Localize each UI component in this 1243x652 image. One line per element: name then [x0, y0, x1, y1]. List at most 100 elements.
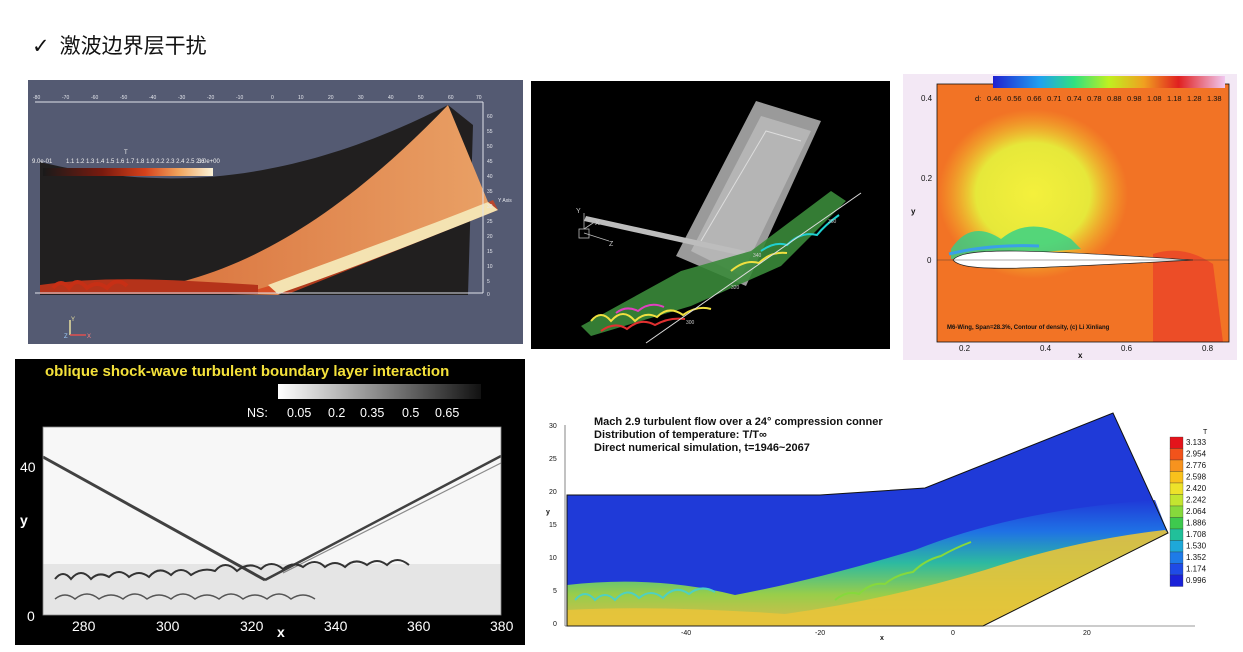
- top-tick: -60: [91, 95, 98, 101]
- x-tick: 320: [240, 618, 264, 634]
- temperature-colorbar: [43, 168, 213, 176]
- x-tick: 20: [1083, 630, 1091, 637]
- legend-value: 2.776: [1186, 461, 1207, 470]
- slide-title: ✓ 激波边界层干扰: [32, 30, 207, 60]
- axis-tick: 340: [753, 253, 762, 259]
- legend-swatch: [1169, 494, 1184, 507]
- ns-colorbar: [278, 384, 481, 399]
- top-tick: 50: [418, 95, 424, 101]
- legend-prefix: d:: [975, 94, 981, 103]
- x-tick: 0.6: [1121, 344, 1133, 353]
- svg-text:Z: Z: [64, 334, 68, 340]
- legend-value: 2.242: [1186, 496, 1207, 505]
- y-tick: 25: [549, 456, 557, 463]
- legend-value: 1.174: [1186, 565, 1207, 574]
- y-tick: 20: [487, 234, 493, 240]
- y-tick: 0: [927, 256, 932, 265]
- svg-text:Y: Y: [71, 317, 75, 323]
- x-tick: 280: [72, 618, 96, 634]
- density-colorbar: [993, 76, 1225, 88]
- y-tick: 40: [487, 174, 493, 180]
- y-tick: 30: [549, 423, 557, 430]
- y-tick: 40: [20, 459, 36, 475]
- top-tick: -80: [33, 95, 40, 101]
- legend-value: 0.2: [328, 406, 345, 420]
- slide-title-text: 激波边界层干扰: [59, 34, 207, 58]
- panel-schlieren-interaction: oblique shock-wave turbulent boundary la…: [15, 359, 525, 645]
- legend-min: 9.0e-01: [32, 159, 53, 165]
- legend-value: 0.98: [1127, 94, 1142, 103]
- legend-value: 0.46: [987, 94, 1002, 103]
- legend-value: 3.133: [1186, 438, 1207, 447]
- y-tick: 45: [487, 159, 493, 165]
- legend-swatch: [1169, 482, 1184, 495]
- checkmark-icon: ✓: [32, 34, 50, 58]
- panel-m6-wing-density: d: 0.46 0.56 0.66 0.71 0.74 0.78 0.88 0.…: [903, 74, 1237, 360]
- legend-swatch: [1169, 505, 1184, 518]
- legend-swatch: [1169, 517, 1184, 530]
- x-tick: 380: [490, 618, 514, 634]
- legend-swatch: [1169, 574, 1184, 587]
- legend-value: 0.5: [402, 406, 419, 420]
- top-tick: -50: [120, 95, 127, 101]
- x-tick: -20: [815, 630, 825, 637]
- y-tick: 20: [549, 489, 557, 496]
- axes-triad-icon: Y Z X: [64, 317, 91, 340]
- y-axis-label: Y Axis: [498, 198, 512, 204]
- x-tick: -40: [681, 630, 691, 637]
- x-axis-label: x: [1078, 351, 1083, 360]
- y-tick: 15: [487, 249, 493, 255]
- x-tick: 300: [156, 618, 180, 634]
- panel-compression-corner-temperature: 30 25 20 15 10 5 0 -40 -20 0 20 x y Mach…: [535, 400, 1215, 645]
- y-tick: 0: [27, 608, 35, 624]
- y-tick: 35: [487, 189, 493, 195]
- reflected-shock-line: [264, 454, 502, 582]
- legend-value: 0.66: [1027, 94, 1042, 103]
- legend-value: 0.56: [1007, 94, 1022, 103]
- annotation-line-3: Direct numerical simulation, t=1946~2067: [594, 442, 810, 454]
- legend-swatch: [1169, 540, 1184, 553]
- figure-caption: M6-Wing, Span=28.3%, Contour of density,…: [947, 325, 1110, 331]
- legend-value: 0.05: [287, 406, 311, 420]
- x-tick: 360: [407, 618, 431, 634]
- legend-value: 2.420: [1186, 484, 1207, 493]
- x-tick: 0.4: [1040, 344, 1052, 353]
- top-tick: 10: [298, 95, 304, 101]
- svg-text:Z: Z: [609, 241, 614, 248]
- y-axis-label: y: [20, 512, 28, 528]
- legend-value: 1.352: [1186, 553, 1207, 562]
- legend-value: 1.38: [1207, 94, 1222, 103]
- y-axis-label: y: [546, 509, 550, 516]
- x-axis-label: x: [880, 635, 884, 642]
- x-tick: 0: [951, 630, 955, 637]
- x-tick: 0.2: [959, 344, 971, 353]
- incident-shock: [584, 216, 746, 256]
- legend-max: 3.0e+00: [198, 159, 221, 165]
- legend-swatch: [1169, 471, 1184, 484]
- svg-text:X: X: [87, 334, 91, 340]
- legend-swatch: [1169, 563, 1184, 576]
- legend-value: 0.88: [1107, 94, 1122, 103]
- legend-value: 0.71: [1047, 94, 1062, 103]
- y-tick: 60: [487, 114, 493, 120]
- svg-text:X: X: [595, 220, 600, 227]
- legend-value: 0.996: [1186, 576, 1207, 585]
- legend-value: 1.28: [1187, 94, 1202, 103]
- legend-value: 1.18: [1167, 94, 1182, 103]
- axes-triad-icon: Y X Z: [576, 208, 614, 248]
- y-tick: 0.2: [921, 174, 933, 183]
- legend-value: 2.064: [1186, 507, 1207, 516]
- top-tick: -30: [178, 95, 185, 101]
- legend-title: T: [1203, 429, 1208, 436]
- y-tick: 0.4: [921, 94, 933, 103]
- top-tick: 20: [328, 95, 334, 101]
- top-tick: 40: [388, 95, 394, 101]
- legend-swatch: [1169, 448, 1184, 461]
- legend-swatch: [1169, 436, 1184, 449]
- axis-tick: 300: [686, 320, 695, 326]
- y-tick: 55: [487, 129, 493, 135]
- y-tick: 5: [553, 588, 557, 595]
- y-tick: 10: [549, 555, 557, 562]
- axis-tick: 320: [731, 285, 740, 291]
- panel-3d-vortex-structures: 360 340 320 300 Y X Z: [531, 81, 890, 349]
